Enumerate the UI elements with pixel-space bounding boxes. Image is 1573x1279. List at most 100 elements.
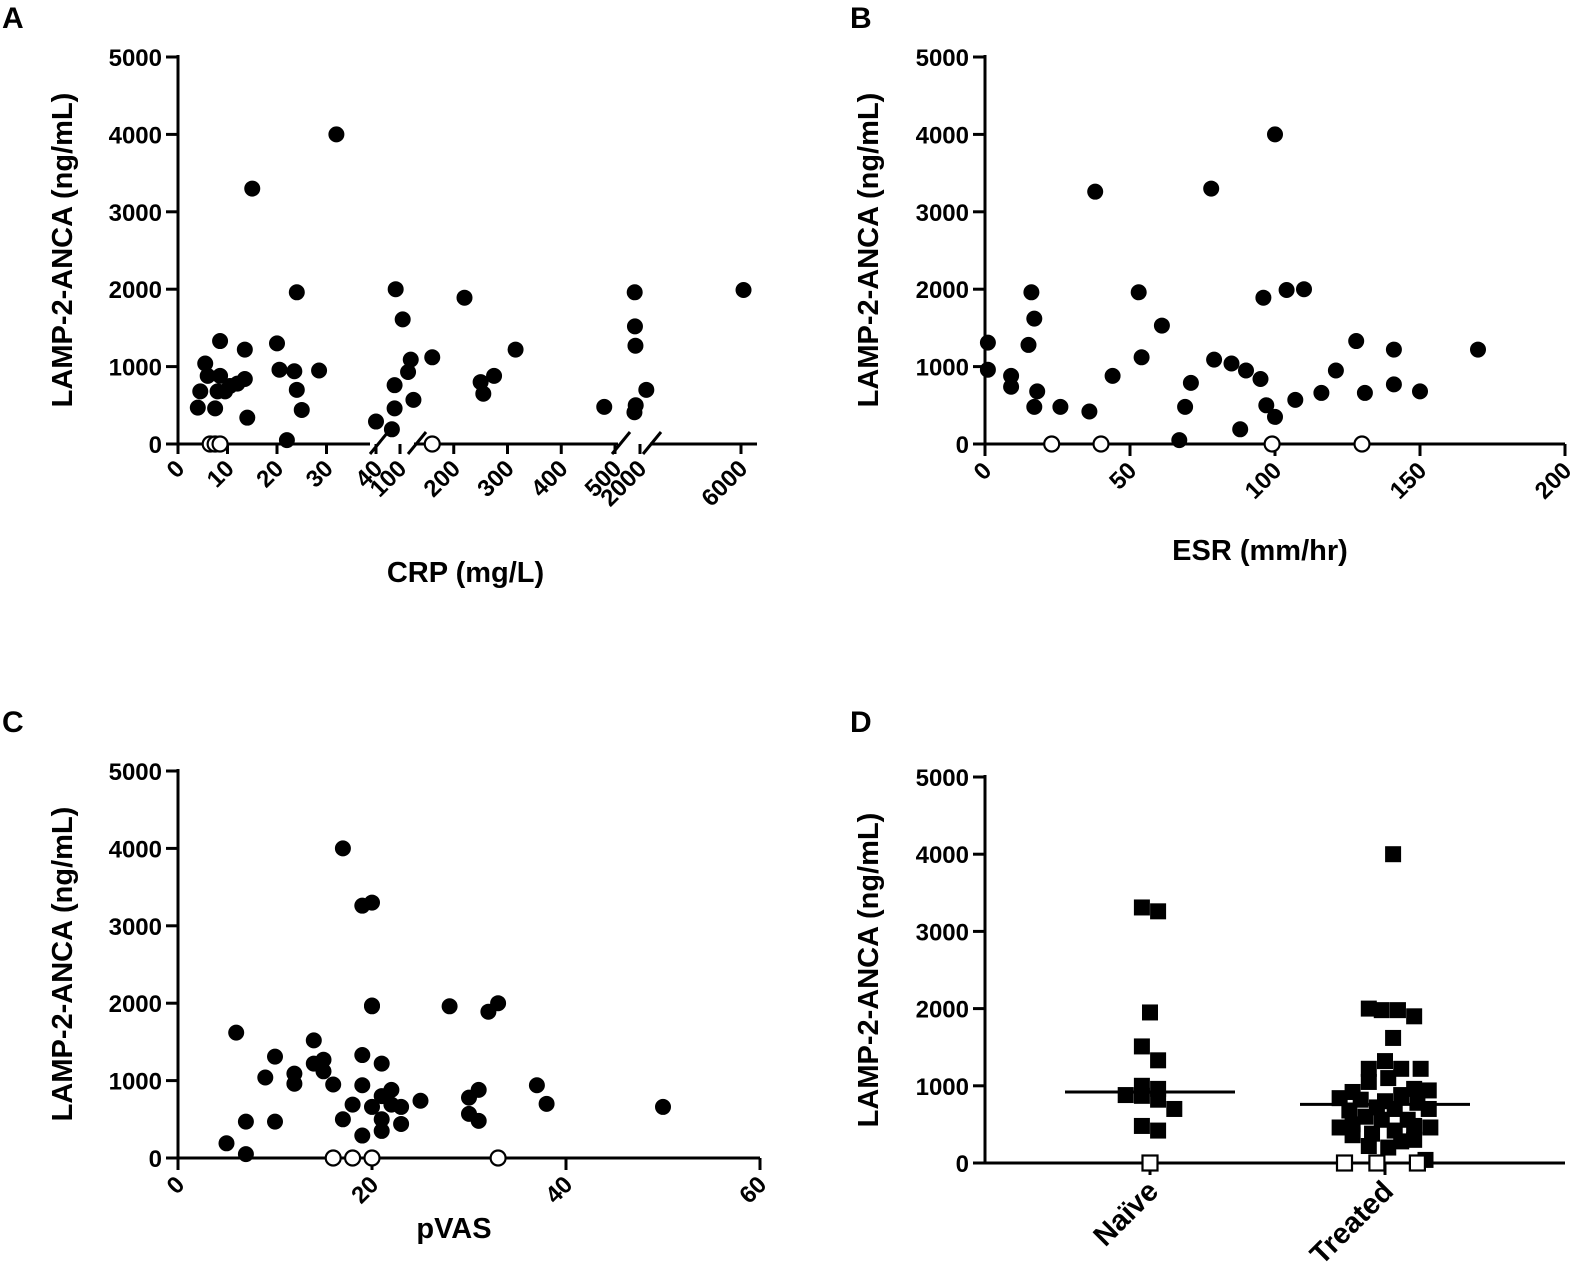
x-axis-title: ESR (mm/hr): [1172, 535, 1348, 567]
x-tick-label: 400: [526, 455, 573, 502]
y-tick-label: 3000: [916, 919, 969, 946]
data-point: [334, 1111, 351, 1128]
data-point: [1385, 846, 1402, 863]
y-tick-label: 3000: [916, 200, 969, 227]
panel-c-chart: 0 1000 2000 3000 4000 5000 LAMP-2-ANCA (ng/mL)…: [47, 759, 772, 1245]
data-point: [1389, 1002, 1406, 1019]
y-tick-label: 0: [149, 432, 162, 459]
data-point: [393, 1098, 410, 1115]
x-tick-label: 100: [1240, 457, 1287, 504]
data-point: [1203, 180, 1220, 197]
data-point: [486, 367, 503, 384]
data-point: [1020, 336, 1037, 353]
y-tick-label: 5000: [109, 759, 162, 786]
x-tick-label: 0: [969, 457, 998, 486]
x-tick-label: 10: [202, 455, 240, 493]
data-point: [269, 335, 285, 352]
data-point: [1252, 370, 1269, 387]
y-tick-label: 4000: [916, 122, 969, 149]
data-point: [1360, 1138, 1377, 1155]
x-tick-label: 150: [1385, 457, 1432, 504]
data-point: [1130, 284, 1147, 301]
data-point: [305, 1032, 322, 1049]
data-point-open: [1263, 435, 1281, 453]
x-tick-label: 0: [162, 455, 191, 484]
data-point: [627, 337, 644, 354]
y-axis-title: LAMP-2-ANCA (ng/mL): [47, 93, 79, 408]
data-point-open: [1335, 1154, 1354, 1172]
y-tick-label: 0: [956, 1151, 969, 1178]
data-point: [1026, 398, 1043, 415]
x-tick-label: 0: [162, 1171, 191, 1200]
data-point: [1026, 310, 1043, 327]
data-point: [1142, 1004, 1158, 1021]
data-point: [405, 391, 422, 408]
data-point-open: [423, 435, 441, 453]
data-point: [237, 1113, 254, 1130]
data-point: [1087, 183, 1104, 200]
data-point: [441, 998, 458, 1015]
data-point: [383, 421, 400, 438]
data-point: [271, 361, 288, 378]
data-point: [1348, 333, 1365, 350]
data-point: [1296, 281, 1312, 298]
data-point-open: [211, 435, 229, 453]
data-point: [354, 1127, 371, 1144]
data-point: [1327, 362, 1344, 379]
data-point: [528, 1077, 545, 1094]
y-tick-label: 5000: [916, 765, 969, 792]
data-point: [1406, 1008, 1423, 1025]
data-point: [207, 400, 224, 417]
data-point: [328, 126, 345, 143]
data-point: [1003, 378, 1020, 395]
x-tick-label: 50: [1104, 457, 1142, 495]
data-point: [364, 894, 380, 911]
data-point: [236, 370, 253, 387]
x-tick-label: 20: [251, 455, 289, 493]
data-point: [1133, 899, 1150, 916]
data-point: [1420, 1082, 1437, 1099]
data-point: [311, 362, 328, 379]
y-tick-label: 2000: [916, 277, 969, 304]
data-point: [1420, 1100, 1437, 1117]
y-tick-label: 2000: [109, 991, 162, 1018]
data-point: [228, 1024, 245, 1041]
data-point: [293, 401, 310, 418]
data-point: [286, 1075, 303, 1092]
data-point: [288, 284, 305, 301]
data-point: [344, 1096, 361, 1113]
data-point: [278, 432, 295, 449]
data-point: [1104, 367, 1121, 384]
data-point-open: [363, 1149, 381, 1167]
x-tick-label: 6000: [696, 455, 753, 512]
data-point: [1150, 903, 1167, 920]
data-point: [1171, 432, 1188, 449]
x-tick-label: 20: [346, 1171, 384, 1209]
data-point: [393, 1115, 410, 1132]
data-point: [1386, 1100, 1403, 1117]
data-point: [354, 1077, 371, 1094]
x-axis-title: pVAS: [416, 1213, 491, 1245]
data-point: [490, 995, 507, 1012]
data-point: [267, 1113, 283, 1130]
data-point: [1393, 1087, 1410, 1104]
x-category-label: Treated: [1304, 1175, 1400, 1271]
data-point: [1232, 421, 1249, 438]
data-point: [315, 1063, 332, 1080]
panel-label-d: D: [850, 706, 872, 739]
y-tick-label: 4000: [916, 842, 969, 869]
data-point: [626, 318, 643, 335]
y-tick-label: 3000: [109, 914, 162, 941]
y-tick-label: 4000: [109, 122, 162, 149]
data-point: [386, 400, 403, 417]
data-point-open: [1141, 1154, 1159, 1172]
data-point: [1133, 1117, 1150, 1134]
data-point: [735, 281, 752, 298]
data-point: [1422, 1119, 1439, 1136]
data-point: [1373, 1111, 1390, 1128]
y-tick-label: 0: [149, 1146, 162, 1173]
data-point: [1177, 398, 1194, 415]
y-axis-title: LAMP-2-ANCA (ng/mL): [47, 807, 79, 1122]
